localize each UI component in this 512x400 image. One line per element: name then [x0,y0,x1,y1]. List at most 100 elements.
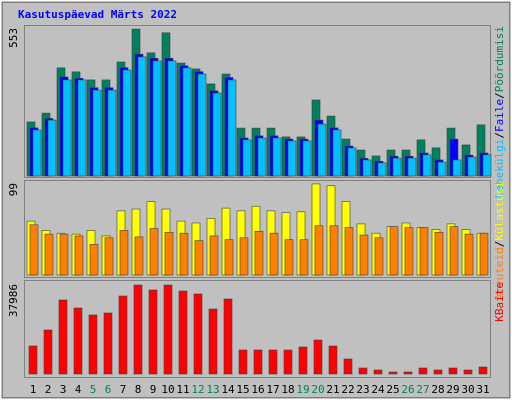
x-tick-label: 24 [371,383,385,396]
legend: KBaite [493,282,506,322]
legend-separator: / [493,132,506,139]
bar [313,339,323,375]
bar [77,79,87,177]
bar [193,293,203,375]
bar [463,369,473,375]
bar [194,240,204,276]
bar [328,345,338,375]
bar [149,228,159,276]
bar [62,79,72,177]
bar [464,233,474,276]
bar [133,284,143,375]
panel [24,280,491,378]
x-tick-label: 3 [60,383,67,396]
bar [182,67,192,177]
y-tick-label: 37986 [7,284,20,317]
x-tick-label: 8 [135,383,142,396]
bar [422,154,432,177]
bar [362,159,372,177]
bar [433,369,443,375]
bar [74,235,84,276]
x-tick-label: 23 [356,383,369,396]
bar [332,129,342,177]
bar [268,349,278,375]
bar [73,307,83,375]
bar [257,137,267,177]
legend-separator: / [493,92,506,99]
bar [224,239,234,276]
bar [344,227,354,276]
x-tick-label: 1 [30,383,37,396]
bar [239,237,249,276]
x-tick-label: 20 [311,383,324,396]
y-tick-label: 99 [7,183,20,196]
x-tick-label: 16 [251,383,264,396]
bar [448,367,458,375]
bar [358,367,368,375]
bar [343,358,353,375]
bar [449,226,459,276]
bar [253,349,263,375]
bar [299,239,309,276]
bar [407,157,417,177]
bar [347,147,357,177]
bar [32,129,42,177]
x-tick-label: 15 [236,383,249,396]
x-tick-label: 29 [446,383,459,396]
bar [163,284,173,375]
bar [329,225,339,276]
legend-entry: Faile [493,99,506,132]
bar [209,235,219,276]
x-tick-label: 10 [161,383,174,396]
bar [208,308,218,375]
legend-entry: KBaite [493,282,506,322]
x-tick-label: 14 [221,383,235,396]
bar [287,140,297,177]
bar [178,290,188,375]
bar [302,140,312,177]
x-tick-label: 27 [416,383,429,396]
legend-separator: / [493,241,506,248]
x-tick-label: 22 [341,383,354,396]
bar [403,371,413,375]
bar [284,239,294,276]
bar [107,89,117,177]
legend-entry: Arvuteid [493,247,506,300]
bar [212,92,222,177]
y-tick-label: 553 [7,28,20,48]
bar [389,226,399,276]
bar [392,157,402,177]
bar [164,231,174,276]
bar [104,237,114,276]
x-tick-label: 26 [401,383,414,396]
bar [434,231,444,276]
bar [103,312,113,375]
x-tick-label: 2 [45,383,52,396]
x-tick-label: 11 [176,383,189,396]
bar [404,227,414,276]
bar [227,79,237,177]
x-tick-label: 30 [461,383,474,396]
bar [317,123,327,177]
bar [254,231,264,276]
bar [148,289,158,375]
bar [118,295,128,375]
bar [478,366,488,375]
legend-entry: Lehekülgi [493,139,506,199]
bar [47,119,57,177]
bar [29,224,39,276]
x-tick-label: 9 [150,383,157,396]
x-tick-label: 21 [326,383,339,396]
panel [24,180,491,278]
bar [28,345,38,375]
legend: Lehekülgi/Faile/Pöördumisi [493,26,506,198]
x-tick-label: 28 [431,383,444,396]
bar [89,244,99,276]
x-tick-label: 12 [191,383,204,396]
x-tick-label: 4 [75,383,82,396]
bar [314,225,324,276]
x-tick-label: 5 [90,383,97,396]
bar [418,367,428,375]
